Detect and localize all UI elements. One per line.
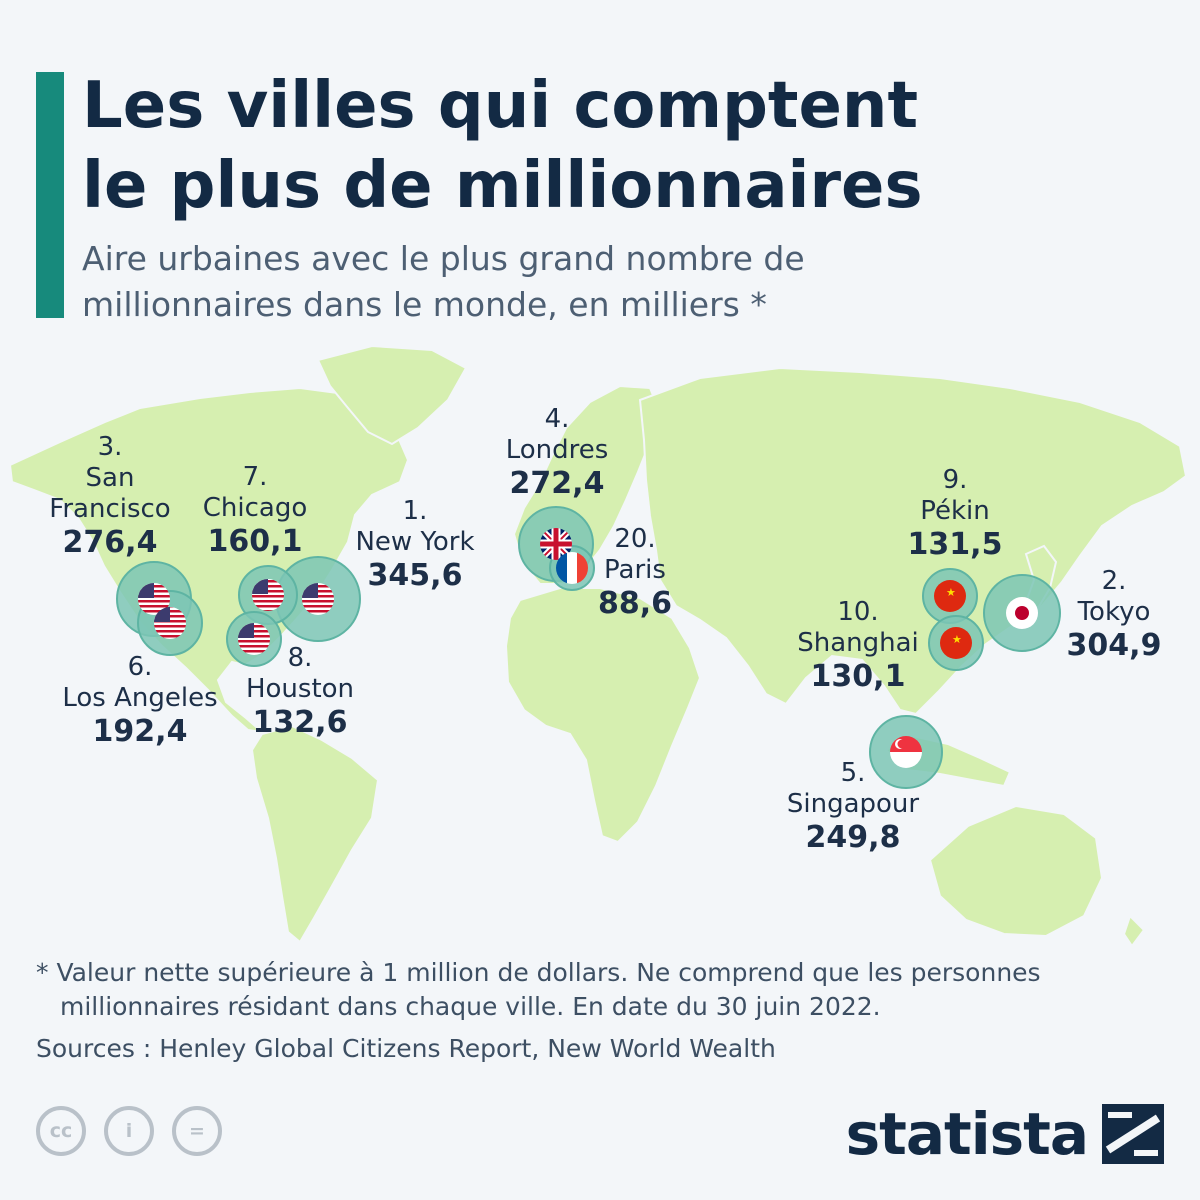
us-flag-icon xyxy=(154,607,186,639)
city-name: Londres xyxy=(505,435,609,465)
city-bubbles xyxy=(116,506,1061,789)
us-flag-icon xyxy=(138,583,170,615)
city-name: Shanghai xyxy=(797,628,919,658)
city-name: Tokyo xyxy=(1077,597,1151,627)
attribution-icon[interactable]: i xyxy=(104,1106,154,1156)
city-name: New York xyxy=(355,527,475,557)
city-rank: 3. xyxy=(97,432,123,462)
city-label-new-york: 1. New York 345,6 xyxy=(348,496,482,594)
world-map: ★ ★ xyxy=(0,330,1200,960)
city-rank: 8. xyxy=(287,643,313,673)
city-rank: 20. xyxy=(614,524,656,554)
city-label-san-francisco: 3. San Francisco 276,4 xyxy=(40,432,180,561)
city-rank: 2. xyxy=(1101,566,1127,596)
asia xyxy=(638,366,1188,716)
city-label-tokyo: 2. Tokyo 304,9 xyxy=(1060,566,1168,664)
cn-flag-icon: ★ xyxy=(940,627,972,659)
sg-flag-icon xyxy=(890,736,922,768)
city-label-chicago: 7. Chicago 160,1 xyxy=(190,462,320,560)
subtitle-line: millionnaires dans le monde, en milliers… xyxy=(82,285,767,324)
jp-flag-icon xyxy=(1006,597,1038,629)
logo-text: statista xyxy=(845,1100,1089,1168)
city-label-beijing: 9. Pékin 131,5 xyxy=(898,465,1012,563)
city-value: 276,4 xyxy=(62,525,158,560)
city-name: Chicago xyxy=(202,493,308,523)
city-value: 130,1 xyxy=(810,659,906,694)
page-title: Les villes qui comptent le plus de milli… xyxy=(82,66,1162,226)
no-derivatives-icon[interactable]: = xyxy=(172,1106,222,1156)
africa xyxy=(504,587,702,844)
city-label-los-angeles: 6. Los Angeles 192,4 xyxy=(50,652,230,750)
australia xyxy=(928,804,1104,938)
city-rank: 4. xyxy=(544,404,570,434)
us-flag-icon xyxy=(302,583,334,615)
city-label-paris: 20. Paris 88,6 xyxy=(590,524,680,622)
greenland xyxy=(316,344,468,446)
city-name: San xyxy=(85,463,135,493)
city-value: 249,8 xyxy=(805,820,901,855)
city-label-london: 4. Londres 272,4 xyxy=(490,404,624,502)
fr-flag-icon xyxy=(556,552,588,584)
statista-logo[interactable]: statista xyxy=(846,1100,1164,1168)
city-name: Francisco xyxy=(49,494,171,524)
world-map-svg: ★ ★ xyxy=(8,344,1188,948)
city-rank: 1. xyxy=(402,496,428,526)
city-label-houston: 8. Houston 132,6 xyxy=(234,643,366,741)
city-name: Paris xyxy=(604,555,666,585)
city-value: 192,4 xyxy=(92,714,188,749)
cn-flag-icon: ★ xyxy=(934,580,966,612)
title-line: Les villes qui comptent xyxy=(82,69,919,143)
city-value: 131,5 xyxy=(907,527,1003,562)
svg-text:★: ★ xyxy=(946,586,956,599)
city-name: Houston xyxy=(245,674,355,704)
page-subtitle: Aire urbaines avec le plus grand nombre … xyxy=(82,236,1162,328)
city-name: Los Angeles xyxy=(62,683,218,713)
new-zealand xyxy=(1122,914,1146,948)
statista-mark-icon xyxy=(1102,1104,1164,1164)
city-rank: 7. xyxy=(242,462,268,492)
cc-icon[interactable]: cc xyxy=(36,1106,86,1156)
city-value: 88,6 xyxy=(597,586,673,621)
city-name: Pékin xyxy=(920,496,990,526)
city-label-shanghai: 10. Shanghai 130,1 xyxy=(790,597,926,695)
city-value: 345,6 xyxy=(367,558,463,593)
license-icons: cc i = xyxy=(36,1106,222,1156)
title-line: le plus de millionnaires xyxy=(82,149,923,223)
accent-bar xyxy=(36,72,64,318)
city-value: 160,1 xyxy=(207,524,303,559)
city-value: 272,4 xyxy=(509,466,605,501)
south-america xyxy=(250,724,380,944)
us-flag-icon xyxy=(252,579,284,611)
city-label-singapore: 5. Singapour 249,8 xyxy=(778,758,928,856)
city-value: 304,9 xyxy=(1066,628,1162,663)
city-rank: 5. xyxy=(840,758,866,788)
city-name: Singapour xyxy=(786,789,920,819)
svg-text:★: ★ xyxy=(952,633,962,646)
city-rank: 9. xyxy=(942,465,968,495)
continents xyxy=(8,344,1188,948)
footnote: * Valeur nette supérieure à 1 million de… xyxy=(36,958,1041,1021)
city-rank: 10. xyxy=(837,597,879,627)
source-line: Sources : Henley Global Citizens Report,… xyxy=(36,1034,776,1063)
city-value: 132,6 xyxy=(252,705,348,740)
city-rank: 6. xyxy=(127,652,153,682)
subtitle-line: Aire urbaines avec le plus grand nombre … xyxy=(82,239,805,278)
notes: * Valeur nette supérieure à 1 million de… xyxy=(36,956,1176,1066)
